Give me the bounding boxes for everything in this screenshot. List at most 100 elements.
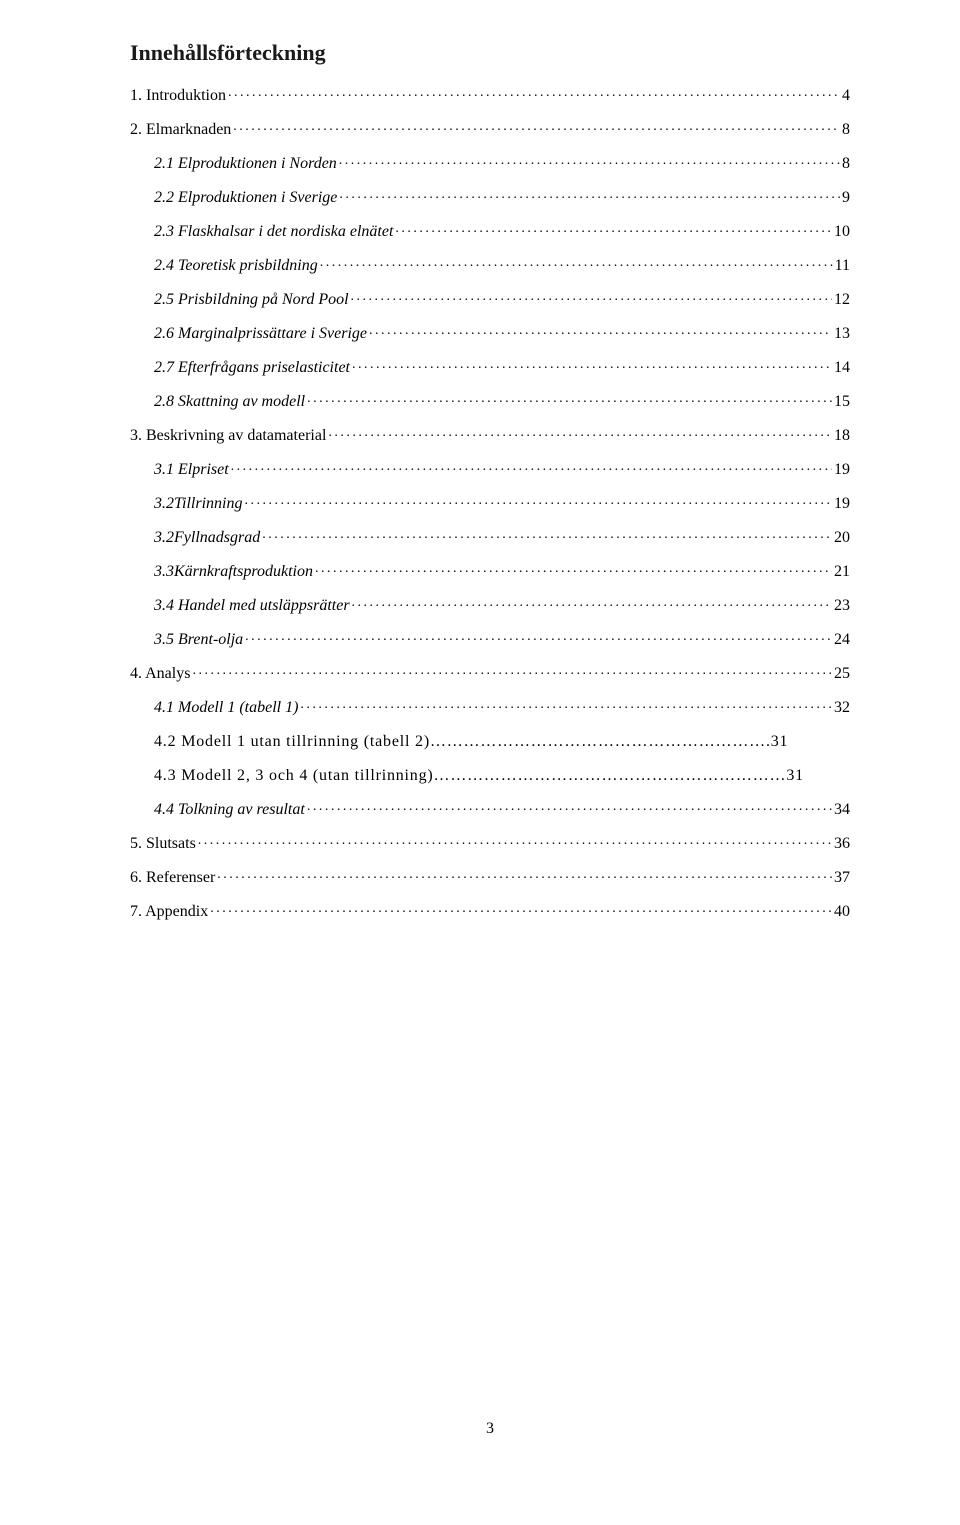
- toc-leader-dots: [210, 900, 832, 916]
- toc-entry-label: 5. Slutsats: [130, 836, 196, 852]
- toc-entry: 4.1 Modell 1 (tabell 1) 32: [130, 696, 850, 716]
- toc-entry-label: 3.1 Elpriset: [154, 462, 229, 478]
- toc-leader-dots: [198, 832, 832, 848]
- toc-entry-label: 1. Introduktion: [130, 88, 226, 104]
- toc-entry-page: 14: [834, 360, 850, 376]
- toc-entry: 2.1 Elproduktionen i Norden 8: [130, 152, 850, 172]
- toc-entry-label: 2.4 Teoretisk prisbildning: [154, 258, 318, 274]
- toc-entry-page: 36: [834, 836, 850, 852]
- toc-entry: 2.3 Flaskhalsar i det nordiska elnätet 1…: [130, 220, 850, 240]
- toc-entry: 3. Beskrivning av datamaterial 18: [130, 424, 850, 444]
- toc-entry-page: 34: [834, 802, 850, 818]
- toc-entry: 3.2Tillrinning 19: [130, 492, 850, 512]
- toc-entry-page: 23: [834, 598, 850, 614]
- toc-entry: 2.7 Efterfrågans priselasticitet 14: [130, 356, 850, 376]
- toc-entry-page: 8: [842, 122, 850, 138]
- toc-entry: 5. Slutsats 36: [130, 832, 850, 852]
- toc-entry-label: 4.2 Modell 1 utan tillrinning (tabell 2)…: [154, 734, 788, 750]
- toc-entry-label: 4.4 Tolkning av resultat: [154, 802, 305, 818]
- toc-entry: 2.4 Teoretisk prisbildning 11: [130, 254, 850, 274]
- toc-leader-dots: [339, 152, 840, 168]
- toc-entry: 3.2Fyllnadsgrad 20: [130, 526, 850, 546]
- toc-entry: 2.5 Prisbildning på Nord Pool 12: [130, 288, 850, 308]
- toc-entry: 3.5 Brent-olja 24: [130, 628, 850, 648]
- toc-entry-label: 7. Appendix: [130, 904, 208, 920]
- toc-entry-page: 37: [834, 870, 850, 886]
- toc-entry-page: 10: [834, 224, 850, 240]
- toc-title: Innehållsförteckning: [130, 40, 850, 66]
- toc-list: 1. Introduktion 42. Elmarknaden 82.1 Elp…: [130, 84, 850, 920]
- toc-leader-dots: [352, 594, 832, 610]
- toc-leader-dots: [790, 730, 848, 746]
- toc-entry: 2.2 Elproduktionen i Sverige 9: [130, 186, 850, 206]
- toc-entry-page: 18: [834, 428, 850, 444]
- toc-entry-page: 9: [842, 190, 850, 206]
- toc-entry: 3.4 Handel med utsläppsrätter 23: [130, 594, 850, 614]
- toc-entry-page: 8: [842, 156, 850, 172]
- toc-leader-dots: [315, 560, 832, 576]
- toc-entry: 4.3 Modell 2, 3 och 4 (utan tillrinning)…: [130, 764, 850, 784]
- toc-entry-label: 3.2Tillrinning: [154, 496, 242, 512]
- toc-entry-label: 2.1 Elproduktionen i Norden: [154, 156, 337, 172]
- toc-entry-page: 32: [834, 700, 850, 716]
- toc-entry-label: 2.5 Prisbildning på Nord Pool: [154, 292, 349, 308]
- toc-entry-label: 6. Referenser: [130, 870, 215, 886]
- toc-leader-dots: [217, 866, 832, 882]
- toc-entry-label: 2.6 Marginalprissättare i Sverige: [154, 326, 367, 342]
- toc-leader-dots: [339, 186, 840, 202]
- toc-entry-page: 24: [834, 632, 850, 648]
- toc-entry-page: 11: [835, 258, 850, 274]
- toc-leader-dots: [351, 288, 832, 304]
- toc-leader-dots: [806, 764, 848, 780]
- toc-entry: 2. Elmarknaden 8: [130, 118, 850, 138]
- toc-entry-label: 3. Beskrivning av datamaterial: [130, 428, 326, 444]
- toc-leader-dots: [244, 492, 832, 508]
- toc-entry-page: 21: [834, 564, 850, 580]
- toc-leader-dots: [231, 458, 832, 474]
- toc-entry-label: 2. Elmarknaden: [130, 122, 231, 138]
- toc-entry: 1. Introduktion 4: [130, 84, 850, 104]
- toc-entry-page: 19: [834, 496, 850, 512]
- toc-leader-dots: [352, 356, 832, 372]
- toc-entry-label: 3.2Fyllnadsgrad: [154, 530, 260, 546]
- toc-leader-dots: [228, 84, 840, 100]
- toc-entry-label: 2.7 Efterfrågans priselasticitet: [154, 360, 350, 376]
- toc-leader-dots: [395, 220, 832, 236]
- toc-leader-dots: [328, 424, 832, 440]
- toc-entry: 2.6 Marginalprissättare i Sverige 13: [130, 322, 850, 342]
- toc-entry-label: 4. Analys: [130, 666, 190, 682]
- toc-entry-page: 15: [834, 394, 850, 410]
- toc-entry-page: 12: [834, 292, 850, 308]
- page-number-footer: 3: [130, 1420, 850, 1438]
- toc-entry: 2.8 Skattning av modell 15: [130, 390, 850, 410]
- toc-entry-page: 19: [834, 462, 850, 478]
- toc-entry-label: 3.5 Brent-olja: [154, 632, 243, 648]
- toc-entry-label: 4.1 Modell 1 (tabell 1): [154, 700, 298, 716]
- toc-entry-label: 2.3 Flaskhalsar i det nordiska elnätet: [154, 224, 393, 240]
- toc-entry-page: 13: [834, 326, 850, 342]
- toc-leader-dots: [369, 322, 832, 338]
- toc-entry-label: 2.2 Elproduktionen i Sverige: [154, 190, 337, 206]
- toc-entry-label: 3.3Kärnkraftsproduktion: [154, 564, 313, 580]
- toc-leader-dots: [307, 798, 832, 814]
- toc-leader-dots: [320, 254, 833, 270]
- toc-entry-page: 20: [834, 530, 850, 546]
- toc-leader-dots: [307, 390, 832, 406]
- toc-entry-label: 4.3 Modell 2, 3 och 4 (utan tillrinning)…: [154, 768, 804, 784]
- toc-entry: 4.2 Modell 1 utan tillrinning (tabell 2)…: [130, 730, 850, 750]
- toc-entry-label: 3.4 Handel med utsläppsrätter: [154, 598, 350, 614]
- toc-leader-dots: [300, 696, 832, 712]
- toc-entry: 4.4 Tolkning av resultat 34: [130, 798, 850, 818]
- toc-entry: 4. Analys 25: [130, 662, 850, 682]
- toc-entry-page: 40: [834, 904, 850, 920]
- toc-entry-label: 2.8 Skattning av modell: [154, 394, 305, 410]
- toc-leader-dots: [233, 118, 840, 134]
- toc-leader-dots: [192, 662, 832, 678]
- toc-entry: 3.1 Elpriset 19: [130, 458, 850, 478]
- toc-entry: 6. Referenser 37: [130, 866, 850, 886]
- toc-entry-page: 25: [834, 666, 850, 682]
- toc-leader-dots: [262, 526, 832, 542]
- toc-leader-dots: [245, 628, 832, 644]
- toc-entry-page: 4: [842, 88, 850, 104]
- toc-entry: 7. Appendix 40: [130, 900, 850, 920]
